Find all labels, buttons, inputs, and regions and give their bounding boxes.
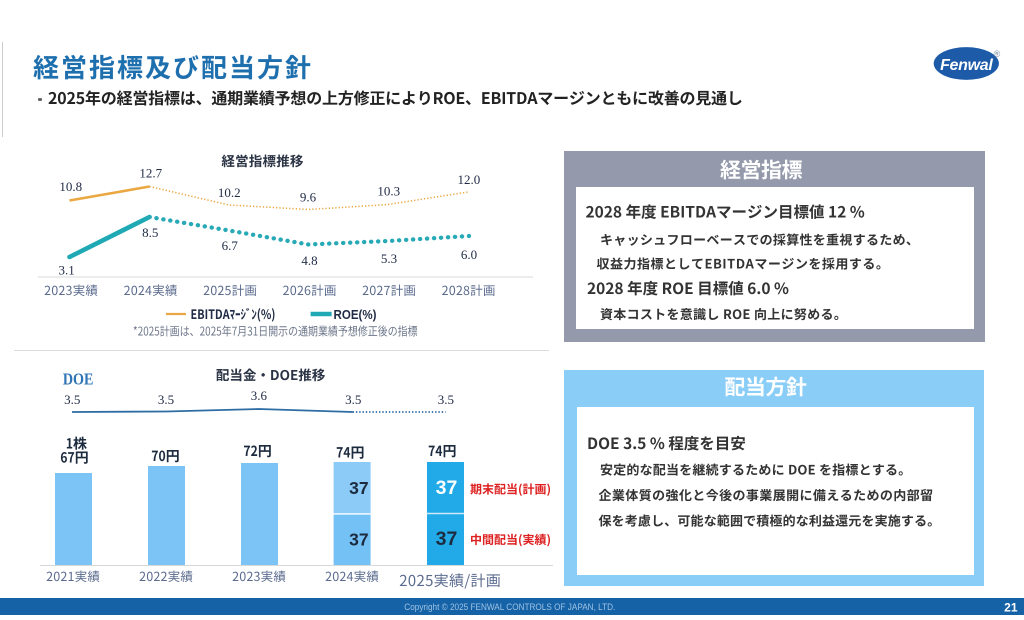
svg-text:37: 37 (436, 477, 458, 499)
svg-text:6.0: 6.0 (461, 247, 477, 262)
svg-text:Copyright © 2025 FENWAL CONTRO: Copyright © 2025 FENWAL CONTROLS OF JAPA… (404, 602, 615, 612)
svg-text:®: ® (994, 49, 1001, 59)
svg-text:ROE(%): ROE(%) (334, 308, 377, 322)
svg-text:3.5: 3.5 (158, 392, 174, 407)
svg-text:10.3: 10.3 (377, 184, 400, 199)
svg-text:3.5: 3.5 (438, 392, 454, 407)
svg-text:DOE: DOE (63, 370, 94, 389)
svg-text:9.6: 9.6 (300, 190, 317, 205)
svg-text:3.6: 3.6 (251, 388, 268, 403)
svg-text:21: 21 (1004, 601, 1018, 615)
svg-text:37: 37 (349, 478, 368, 498)
svg-text:3.5: 3.5 (345, 392, 361, 407)
svg-text:3.1: 3.1 (58, 263, 74, 278)
svg-text:12.7: 12.7 (139, 166, 162, 181)
svg-text:4.8: 4.8 (301, 253, 317, 268)
svg-text:6.7: 6.7 (222, 238, 239, 253)
svg-text:Fenwal: Fenwal (940, 57, 993, 74)
svg-text:5.3: 5.3 (381, 251, 397, 266)
svg-text:10.8: 10.8 (59, 179, 82, 194)
svg-text:12.0: 12.0 (458, 172, 481, 187)
svg-text:3.5: 3.5 (64, 392, 80, 407)
svg-text:8.5: 8.5 (142, 225, 158, 240)
svg-text:37: 37 (436, 528, 458, 550)
svg-text:10.2: 10.2 (218, 185, 241, 200)
svg-text:37: 37 (349, 529, 368, 549)
